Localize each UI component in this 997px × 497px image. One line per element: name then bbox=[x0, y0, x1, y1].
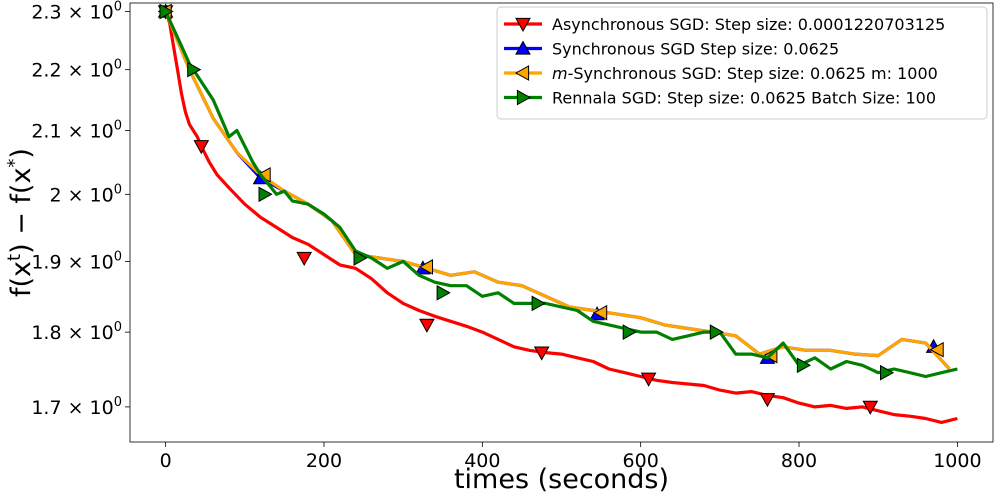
y-tick-label: 1.9 × 100 bbox=[31, 249, 122, 273]
series-marker bbox=[640, 372, 657, 387]
series-marker bbox=[418, 259, 433, 275]
legend-item: Synchronous SGD Step size: 0.0625 bbox=[504, 40, 839, 59]
legend-item: m-Synchronous SGD: Step size: 0.0625 m: … bbox=[504, 64, 938, 83]
legend-swatch-marker bbox=[516, 89, 532, 106]
series-1 bbox=[157, 5, 958, 424]
legend-swatch-marker bbox=[515, 40, 531, 55]
series-marker bbox=[759, 393, 776, 408]
series-marker bbox=[296, 251, 313, 267]
x-tick-label: 200 bbox=[306, 450, 342, 472]
series-marker bbox=[353, 250, 368, 266]
series-marker bbox=[862, 400, 879, 415]
y-tick-label: 2.3 × 100 bbox=[31, 0, 122, 24]
series-marker bbox=[531, 295, 546, 312]
x-axis-title: times (seconds) bbox=[454, 464, 669, 495]
series-marker bbox=[436, 284, 451, 301]
series-marker bbox=[709, 324, 724, 340]
legend-swatch-marker bbox=[515, 17, 531, 33]
series-marker bbox=[419, 318, 435, 333]
legend-box bbox=[496, 6, 988, 120]
x-tick-label: 0 bbox=[160, 450, 172, 472]
series-marker bbox=[159, 3, 174, 20]
legend-label: m-Synchronous SGD: Step size: 0.0625 m: … bbox=[552, 64, 938, 83]
legend: Asynchronous SGD: Step size: 0.000122070… bbox=[496, 6, 988, 120]
axis-ticks: 0 200 400 600 800 1000 1.7 × 100 1.8 × 100 1.9 ×… bbox=[31, 0, 981, 472]
series-marker bbox=[880, 364, 895, 381]
legend-label: Synchronous SGD Step size: 0.0625 bbox=[552, 40, 839, 59]
legend-swatch-marker bbox=[514, 65, 530, 81]
series-marker bbox=[929, 341, 944, 358]
y-tick-label: 2.2 × 100 bbox=[31, 58, 122, 82]
y-tick-label: 1.7 × 100 bbox=[31, 395, 122, 419]
plot-frame bbox=[129, 2, 994, 443]
y-axis-title: f(xt) − f(x*) bbox=[4, 148, 37, 297]
legend-label: Rennala SGD: Step size: 0.0625 Batch Siz… bbox=[552, 89, 936, 108]
y-tick-label: 2.1 × 100 bbox=[31, 119, 122, 143]
series-marker bbox=[187, 61, 202, 78]
series-marker bbox=[622, 324, 637, 340]
series-marker bbox=[796, 357, 812, 374]
x-tick-label: 800 bbox=[781, 450, 817, 472]
x-tick-label: 400 bbox=[464, 450, 500, 472]
y-tick-label: 1.8 × 100 bbox=[31, 320, 122, 344]
series-marker bbox=[193, 140, 210, 155]
series-4 bbox=[159, 3, 958, 381]
series-group bbox=[157, 3, 958, 424]
series-marker bbox=[258, 186, 273, 203]
y-tick-label: 2 × 100 bbox=[49, 182, 122, 206]
legend-item: Rennala SGD: Step size: 0.0625 Batch Siz… bbox=[504, 89, 936, 108]
legend-label: Asynchronous SGD: Step size: 0.000122070… bbox=[552, 15, 945, 34]
legend-item: Asynchronous SGD: Step size: 0.000122070… bbox=[504, 15, 945, 34]
series-line bbox=[164, 10, 958, 424]
series-line bbox=[164, 10, 951, 371]
x-tick-label: 600 bbox=[623, 450, 659, 472]
series-marker bbox=[593, 304, 608, 321]
series-marker bbox=[533, 346, 550, 361]
x-tick-label: 1000 bbox=[933, 450, 981, 472]
